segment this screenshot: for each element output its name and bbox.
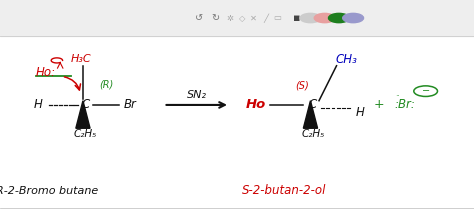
Text: ╱: ╱ xyxy=(263,13,268,23)
Text: (R): (R) xyxy=(100,80,114,90)
Text: −: − xyxy=(421,86,430,96)
Bar xyxy=(0,0,474,36)
Circle shape xyxy=(300,13,321,23)
Text: SN₂: SN₂ xyxy=(187,90,207,100)
Text: C₂H₅: C₂H₅ xyxy=(73,128,97,139)
Text: C: C xyxy=(81,98,90,112)
Text: Ho: Ho xyxy=(246,98,266,112)
Text: (S): (S) xyxy=(295,81,309,91)
Text: ✕: ✕ xyxy=(250,14,257,22)
Text: ✲: ✲ xyxy=(227,14,233,22)
Text: H: H xyxy=(34,98,42,112)
Circle shape xyxy=(328,13,349,23)
Text: ↻: ↻ xyxy=(211,13,220,23)
Text: ◇: ◇ xyxy=(238,14,245,22)
Text: ..: .. xyxy=(395,89,400,98)
Text: H₃C: H₃C xyxy=(71,54,92,64)
Polygon shape xyxy=(303,101,318,128)
Circle shape xyxy=(314,13,335,23)
Text: Ho:: Ho: xyxy=(36,66,55,79)
Text: Br: Br xyxy=(123,98,136,112)
Text: ▪: ▪ xyxy=(292,13,300,23)
Polygon shape xyxy=(76,101,90,128)
Text: ↺: ↺ xyxy=(195,13,203,23)
Circle shape xyxy=(343,13,364,23)
Text: ▭: ▭ xyxy=(273,14,281,22)
Text: C: C xyxy=(309,98,317,112)
Text: :Br:: :Br: xyxy=(395,98,416,112)
Text: +: + xyxy=(374,98,384,112)
Text: H: H xyxy=(356,106,365,119)
Text: S-2-butan-2-ol: S-2-butan-2-ol xyxy=(242,184,327,197)
Text: R-2-Bromo butane: R-2-Bromo butane xyxy=(0,186,99,196)
Text: C₂H₅: C₂H₅ xyxy=(301,128,325,139)
Text: CH₃: CH₃ xyxy=(335,53,357,66)
